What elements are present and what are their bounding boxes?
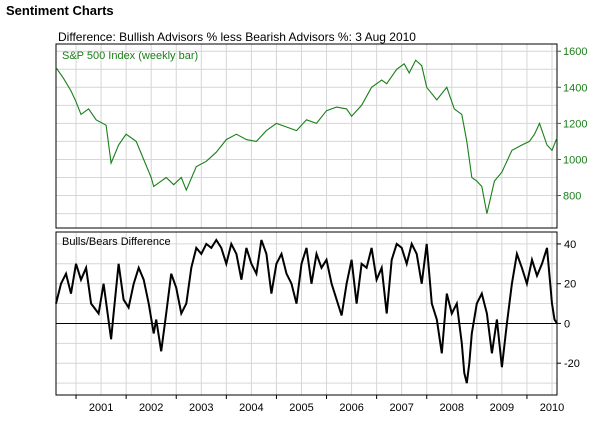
y-tick-label: 800 [563, 191, 581, 203]
y-tick-label: 1400 [563, 82, 587, 94]
y-tick-label: 40 [564, 239, 576, 251]
sp500-panel: 800 1000 1200 1400 1600 S&P 500 Index (weekl… [55, 43, 587, 229]
sp500-frame [55, 43, 558, 229]
y-tick-label: 1600 [563, 46, 587, 58]
x-tick-label: 2004 [239, 402, 263, 414]
sp500-grid [56, 44, 557, 228]
y-tick-label: 20 [564, 279, 576, 291]
y-tick-label: 1000 [563, 154, 587, 166]
x-tick-label: 2008 [440, 402, 464, 414]
sp500-series-title: S&P 500 Index (weekly bar) [62, 50, 198, 62]
x-tick-label: 2007 [389, 402, 413, 414]
y-tick-label: 0 [564, 318, 570, 330]
x-tick-label: 2010 [540, 402, 564, 414]
diff-y-axis: -20 0 20 40 [557, 239, 580, 370]
chart-subtitle: Difference: Bullish Advisors % less Bear… [58, 30, 416, 44]
y-tick-label: -20 [564, 358, 580, 370]
x-tick-label: 2002 [139, 402, 163, 414]
x-tick-label: 2005 [289, 402, 313, 414]
diff-frame [55, 231, 558, 396]
x-tick-label: 2003 [189, 402, 213, 414]
diff-series-line [55, 238, 558, 384]
page-title: Sentiment Charts [6, 3, 114, 18]
sp500-y-axis: 800 1000 1200 1400 1600 [557, 46, 587, 203]
diff-panel: -20 0 20 40 Bulls/Bears Difference [55, 231, 580, 396]
diff-series-title: Bulls/Bears Difference [62, 236, 171, 248]
sp500-series-line [55, 59, 558, 214]
x-tick-label: 2009 [490, 402, 514, 414]
y-tick-label: 1200 [563, 118, 587, 130]
x-tick-label: 2006 [339, 402, 363, 414]
diff-grid [56, 232, 557, 395]
x-axis: 2001 2002 2003 2004 2005 2006 2007 2008 2009 2010 [75, 395, 564, 414]
x-tick-label: 2001 [89, 402, 113, 414]
